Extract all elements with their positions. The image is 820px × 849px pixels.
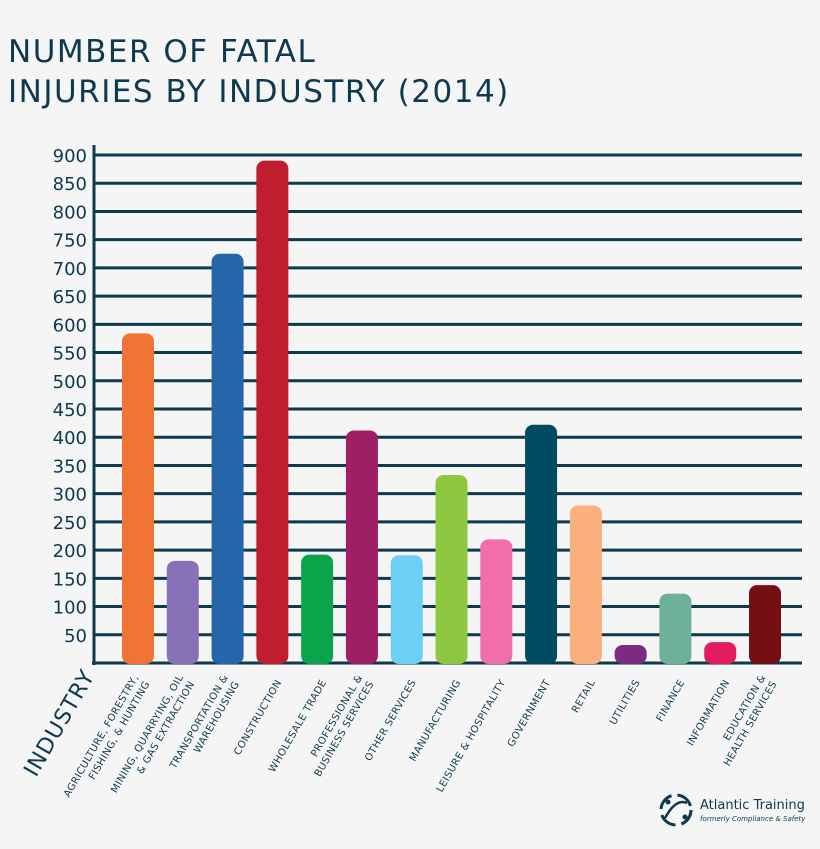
y-tick-label: 700 bbox=[53, 259, 87, 280]
bar bbox=[659, 593, 692, 664]
y-tick-label: 600 bbox=[53, 315, 87, 336]
category-label-line: CONSTRUCTION bbox=[232, 678, 284, 757]
x-axis-category-labels: AGRICULTURE, FORESTRY,FISHING, & HUNTING… bbox=[62, 673, 780, 799]
chart-title-line-1: NUMBER OF FATAL bbox=[8, 34, 317, 70]
bar bbox=[122, 333, 154, 664]
category-label: GOVERNMENT bbox=[506, 678, 554, 749]
y-tick-label: 650 bbox=[53, 287, 87, 308]
y-tick-label: 750 bbox=[53, 231, 87, 252]
logo-name: Atlantic Training bbox=[700, 798, 805, 813]
category-label-line: FINANCE bbox=[655, 678, 688, 724]
category-label-line: MANUFACTURING bbox=[408, 678, 464, 764]
chart-title-line-2: INJURIES BY INDUSTRY (2014) bbox=[8, 74, 510, 110]
bars bbox=[122, 160, 781, 664]
category-label: RETAIL bbox=[570, 678, 598, 715]
bar bbox=[704, 642, 737, 664]
y-tick-label: 150 bbox=[53, 569, 87, 590]
y-tick-label: 550 bbox=[53, 344, 87, 365]
bar bbox=[480, 539, 513, 664]
category-label-line: GOVERNMENT bbox=[506, 678, 554, 749]
bar bbox=[345, 430, 378, 664]
y-tick-label: 850 bbox=[53, 174, 87, 195]
bar bbox=[256, 160, 289, 664]
category-label-line: RETAIL bbox=[570, 678, 598, 715]
logo-subtitle: formerly Compliance & Safety bbox=[700, 815, 806, 823]
y-axis-tick-labels: 50 100 150 200 250 300 350 400 450 500 550 600 650 70… bbox=[53, 146, 87, 647]
bar bbox=[211, 253, 244, 664]
logo-swirl-icon bbox=[659, 793, 693, 827]
y-tick-label: 250 bbox=[53, 513, 87, 534]
bar bbox=[569, 505, 602, 664]
bar bbox=[166, 560, 199, 664]
category-label-line: UTILITIES bbox=[608, 678, 643, 727]
bar bbox=[525, 424, 558, 664]
y-tick-label: 100 bbox=[53, 598, 87, 619]
y-tick-label: 200 bbox=[53, 541, 87, 562]
y-tick-label: 50 bbox=[64, 626, 87, 647]
chart-title: NUMBER OF FATAL INJURIES BY INDUSTRY (20… bbox=[8, 32, 510, 112]
y-tick-label: 300 bbox=[53, 485, 87, 506]
y-tick-label: 900 bbox=[53, 146, 87, 167]
y-tick-label: 350 bbox=[53, 456, 87, 477]
bar bbox=[390, 555, 423, 664]
bar bbox=[435, 475, 468, 664]
category-label: CONSTRUCTION bbox=[232, 678, 284, 757]
y-tick-label: 800 bbox=[53, 202, 87, 223]
y-tick-label: 450 bbox=[53, 400, 87, 421]
atlantic-training-logo: Atlantic Training formerly Compliance & … bbox=[656, 790, 816, 830]
bar bbox=[614, 644, 647, 664]
category-label: UTILITIES bbox=[608, 678, 643, 727]
y-tick-label: 400 bbox=[53, 428, 87, 449]
bar bbox=[749, 585, 781, 664]
y-tick-label: 500 bbox=[53, 372, 87, 393]
bar bbox=[301, 554, 334, 664]
category-label: MANUFACTURING bbox=[408, 678, 464, 764]
category-label: FINANCE bbox=[655, 678, 688, 724]
